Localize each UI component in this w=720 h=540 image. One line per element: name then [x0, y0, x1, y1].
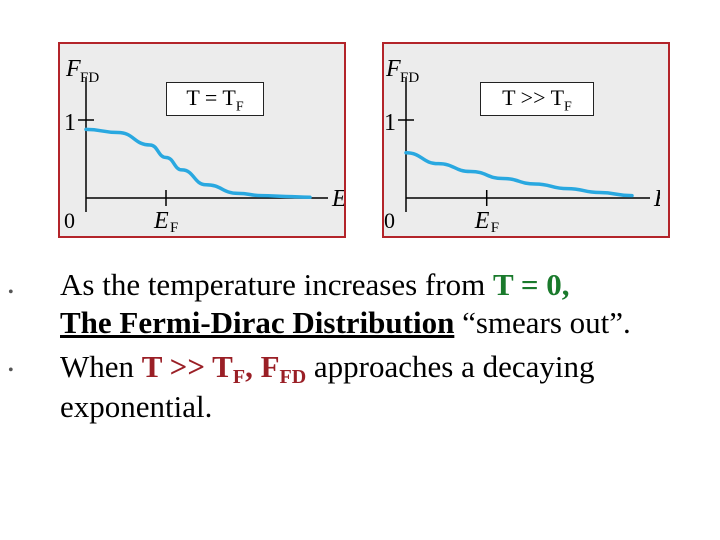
text: “smears out”. [454, 305, 631, 340]
y-tick-label: 1 [384, 110, 396, 136]
bullet-2-line-1: When T >> TF, FFD approaches a decaying [60, 348, 595, 396]
red-text: T >> T [141, 349, 233, 384]
red-sub: FD [279, 366, 307, 388]
red-text: , F [245, 349, 280, 384]
bullet-marker: • [8, 362, 14, 379]
chart-svg-left: 1EF0EFFD [64, 56, 344, 236]
condition-label: T >> T [502, 85, 565, 110]
x-tick-label: E [153, 208, 169, 234]
y-axis-sub: FD [80, 70, 99, 86]
bullet-2-line-2: exponential. [60, 388, 212, 426]
chart-panel-t-much-greater-tf: 1EF0EFFD T >> TF [382, 42, 670, 238]
x-tick-label: E [474, 208, 490, 234]
text: When [60, 349, 142, 384]
condition-label-sub: F [564, 99, 572, 115]
y-axis-sub: FD [400, 70, 419, 86]
red-sub: F [232, 366, 246, 388]
y-tick-label: 1 [64, 110, 76, 136]
condition-label-box: T = TF [166, 82, 264, 116]
text: approaches a decaying [306, 349, 595, 384]
y-axis-label: F [65, 56, 81, 82]
x-tick-sub: F [170, 220, 178, 236]
x-axis-label: E [653, 186, 660, 212]
chart-panel-t-equals-tf: 1EF0EFFD T = TF [58, 42, 346, 238]
text: As the temperature increases from [60, 267, 493, 302]
y-axis-label: F [385, 56, 401, 82]
underlined-term: The Fermi-Dirac Distribution [60, 305, 455, 340]
origin-label: 0 [384, 208, 395, 233]
bullet-1-line-1: As the temperature increases from T = 0, [60, 266, 570, 304]
bullet-marker: • [8, 284, 14, 301]
highlight-text: T = 0, [492, 267, 570, 302]
x-axis-label: E [331, 186, 344, 212]
chart-svg-right: 1EF0EFFD [384, 56, 660, 236]
series-line-0 [84, 127, 312, 199]
condition-label-box: T >> TF [480, 82, 594, 116]
x-tick-sub: F [491, 220, 499, 236]
text: exponential. [60, 389, 213, 424]
condition-label: T = T [186, 85, 236, 110]
bullet-1-line-2: The Fermi-Dirac Distribution “smears out… [60, 304, 631, 342]
origin-label: 0 [64, 208, 75, 233]
series-line-0 [404, 151, 634, 198]
condition-label-sub: F [235, 99, 244, 115]
